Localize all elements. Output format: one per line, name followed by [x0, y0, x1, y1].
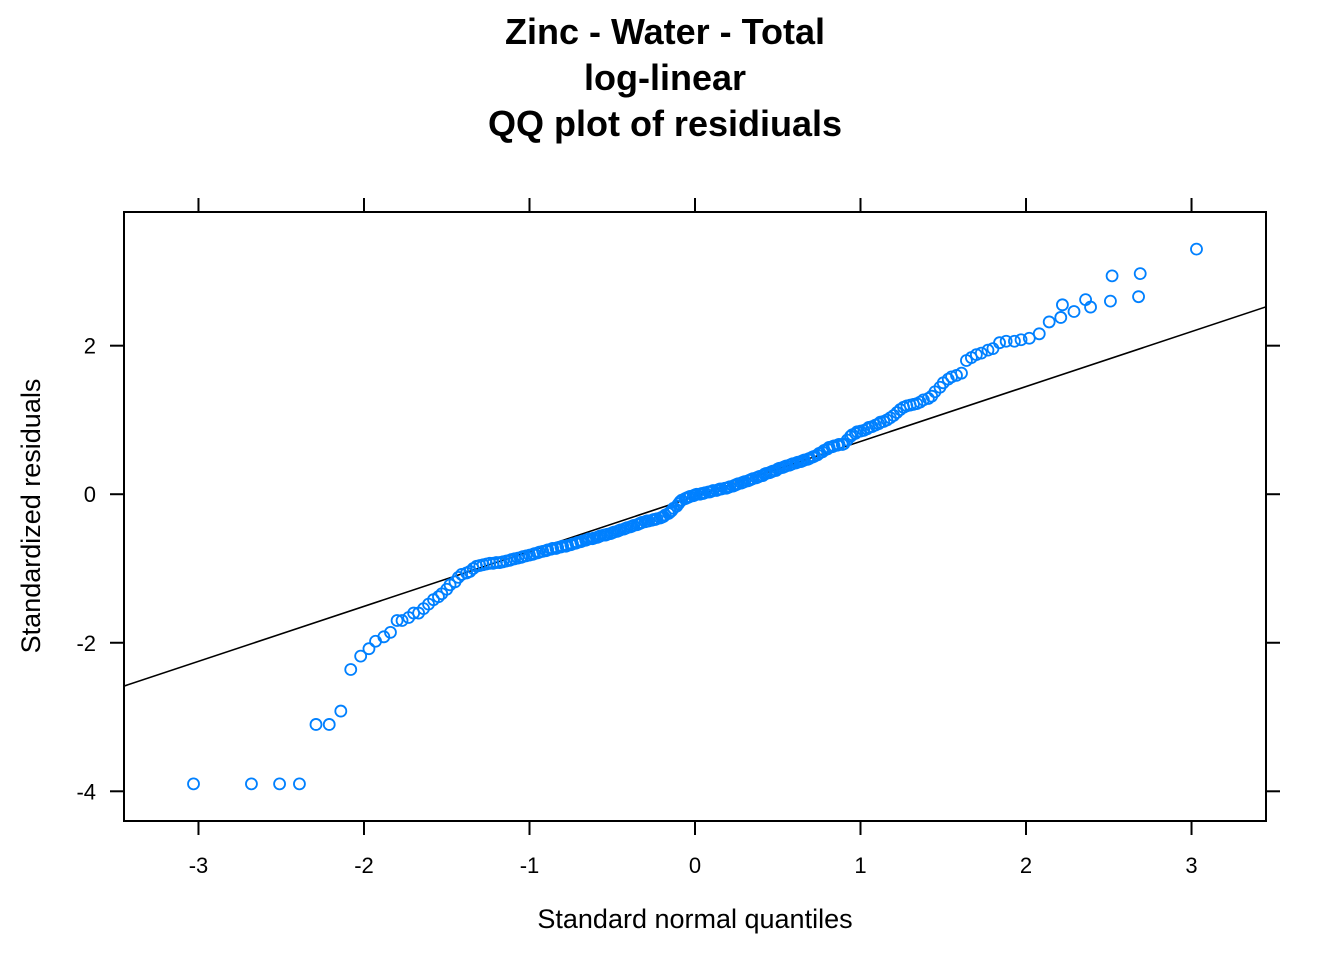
x-tick-label: 2	[1020, 853, 1032, 878]
title-line-1: Zinc - Water - Total	[505, 11, 825, 52]
data-point	[1104, 294, 1117, 308]
x-tick-label: 1	[854, 853, 866, 878]
data-point	[309, 718, 323, 731]
data-point	[1105, 269, 1119, 283]
data-point	[390, 614, 404, 627]
data-point	[322, 718, 336, 731]
x-tick-label: 0	[689, 853, 701, 878]
data-point	[395, 614, 409, 627]
x-tick-label: 3	[1185, 853, 1197, 878]
title-line-2: log-linear	[584, 57, 746, 98]
data-point	[1190, 242, 1203, 256]
x-tick-label: -3	[189, 853, 209, 878]
axis-ticks	[110, 198, 1280, 835]
data-point	[1054, 311, 1068, 324]
data-points	[187, 242, 1203, 791]
axis-tick-labels: -3 -2 -1 0 1 2 3 -4 -2 0 2	[76, 334, 1197, 878]
data-point	[999, 334, 1013, 348]
data-point	[273, 777, 286, 791]
data-point	[706, 484, 720, 497]
y-tick-label: -4	[76, 779, 96, 804]
data-point	[955, 366, 968, 380]
x-tick-label: -1	[520, 853, 540, 878]
data-point	[354, 649, 368, 663]
y-axis-label: Standardized residuals	[16, 379, 46, 654]
chart-title: Zinc - Water - Total log-linear QQ plot …	[488, 11, 842, 144]
data-point	[1133, 267, 1147, 281]
data-point	[245, 777, 258, 791]
data-point	[1067, 305, 1081, 318]
data-point	[1014, 333, 1028, 347]
y-tick-label: 0	[84, 482, 96, 507]
data-point	[690, 487, 704, 501]
data-point	[293, 777, 306, 791]
y-tick-label: 2	[84, 334, 96, 359]
data-point	[384, 625, 397, 639]
data-point	[432, 590, 445, 604]
data-point	[1079, 293, 1092, 307]
data-point	[483, 556, 497, 570]
y-tick-label: -2	[76, 631, 96, 656]
data-point	[362, 642, 376, 656]
data-point	[377, 630, 391, 644]
x-axis-label: Standard normal quantiles	[537, 904, 852, 934]
data-point	[974, 346, 988, 360]
data-point	[187, 777, 200, 791]
data-point	[1032, 327, 1046, 341]
data-point	[993, 336, 1006, 350]
data-point	[334, 704, 348, 718]
data-point	[344, 663, 358, 676]
data-point	[1132, 290, 1145, 304]
x-tick-label: -2	[354, 853, 374, 878]
data-point	[1008, 334, 1021, 348]
title-line-3: QQ plot of residiuals	[488, 103, 842, 144]
data-point	[1042, 315, 1056, 329]
data-point	[1056, 298, 1069, 312]
data-point	[837, 437, 851, 451]
